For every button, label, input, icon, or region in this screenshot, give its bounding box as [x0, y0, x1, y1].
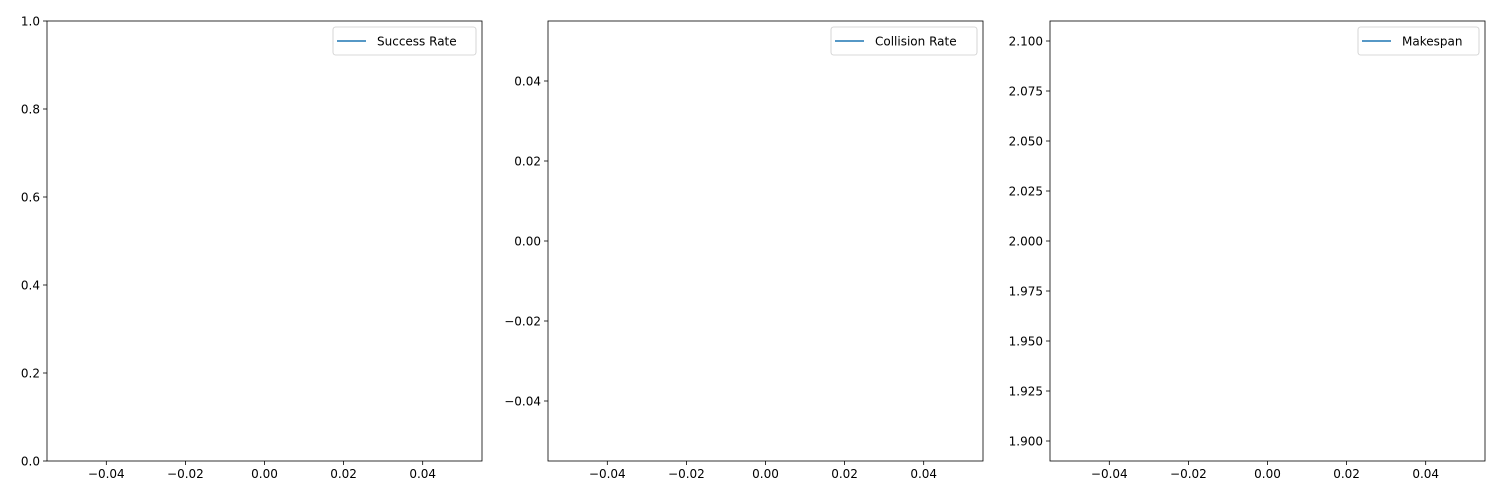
y-tick-label: 0.2	[21, 367, 40, 381]
y-tick-label: 1.0	[21, 15, 40, 29]
x-tick-label: −0.02	[1170, 467, 1207, 481]
x-tick-label: 0.02	[1333, 467, 1360, 481]
y-tick-label: 0.8	[21, 103, 40, 117]
x-tick-label: 0.00	[251, 467, 278, 481]
y-tick-label: 1.950	[1009, 335, 1043, 349]
axes-frame	[547, 20, 984, 462]
legend: Makespan	[1357, 26, 1480, 56]
x-tick-label: 0.02	[330, 467, 357, 481]
legend-label: Makespan	[1402, 35, 1462, 49]
chart-panel-1: −0.04 −0.02 0.00 0.02 0.04 0.0 0.2 0.4 0.6 0.8 1.0…	[21, 15, 483, 481]
x-tick-label: −0.04	[88, 467, 125, 481]
x-tick-label: 0.04	[910, 467, 937, 481]
legend-box	[830, 26, 978, 56]
y-tick-label: 0.00	[514, 235, 541, 249]
legend-label: Collision Rate	[875, 35, 957, 49]
chart-panel-2: −0.04 −0.02 0.00 0.02 0.04 −0.04 −0.02 0.00 0.02…	[504, 20, 984, 481]
y-tick-label: 2.100	[1009, 35, 1043, 49]
y-tick-label: 0.02	[514, 155, 541, 169]
x-tick-label: 0.00	[752, 467, 779, 481]
x-tick-label: −0.04	[1091, 467, 1128, 481]
x-tick-label: −0.04	[589, 467, 626, 481]
y-tick-label: 2.075	[1009, 85, 1043, 99]
y-tick-label: 2.000	[1009, 235, 1043, 249]
x-tick-label: 0.04	[1412, 467, 1439, 481]
y-tick-label: −0.02	[504, 315, 541, 329]
legend-box	[332, 26, 477, 56]
legend-box	[1357, 26, 1480, 56]
y-tick-label: 2.050	[1009, 135, 1043, 149]
y-tick-label: 0.04	[514, 75, 541, 89]
chart-panel-3: −0.04 −0.02 0.00 0.02 0.04 1.900 1.925 1.950 1.9…	[1009, 20, 1486, 481]
y-tick-label: 0.6	[21, 191, 40, 205]
x-tick-label: 0.04	[409, 467, 436, 481]
y-tick-label: 1.925	[1009, 385, 1043, 399]
x-tick-label: 0.00	[1254, 467, 1281, 481]
y-tick-label: 2.025	[1009, 185, 1043, 199]
x-tick-label: 0.02	[831, 467, 858, 481]
y-tick-label: 0.4	[21, 279, 40, 293]
legend: Success Rate	[332, 26, 477, 56]
x-tick-label: −0.02	[668, 467, 705, 481]
y-tick-label: −0.04	[504, 395, 541, 409]
plot-area	[47, 21, 482, 461]
y-tick-label: 0.0	[21, 455, 40, 469]
axes-frame	[1049, 20, 1486, 462]
axes-frame	[46, 20, 483, 462]
legend: Collision Rate	[830, 26, 978, 56]
plot-area	[1050, 21, 1485, 461]
plot-area	[548, 21, 983, 461]
panels: −0.04 −0.02 0.00 0.02 0.04 0.0 0.2 0.4 0.6 0.8 1.0…	[21, 15, 1486, 481]
x-tick-label: −0.02	[167, 467, 204, 481]
legend-label: Success Rate	[377, 35, 457, 49]
y-tick-label: 1.975	[1009, 285, 1043, 299]
y-tick-label: 1.900	[1009, 435, 1043, 449]
